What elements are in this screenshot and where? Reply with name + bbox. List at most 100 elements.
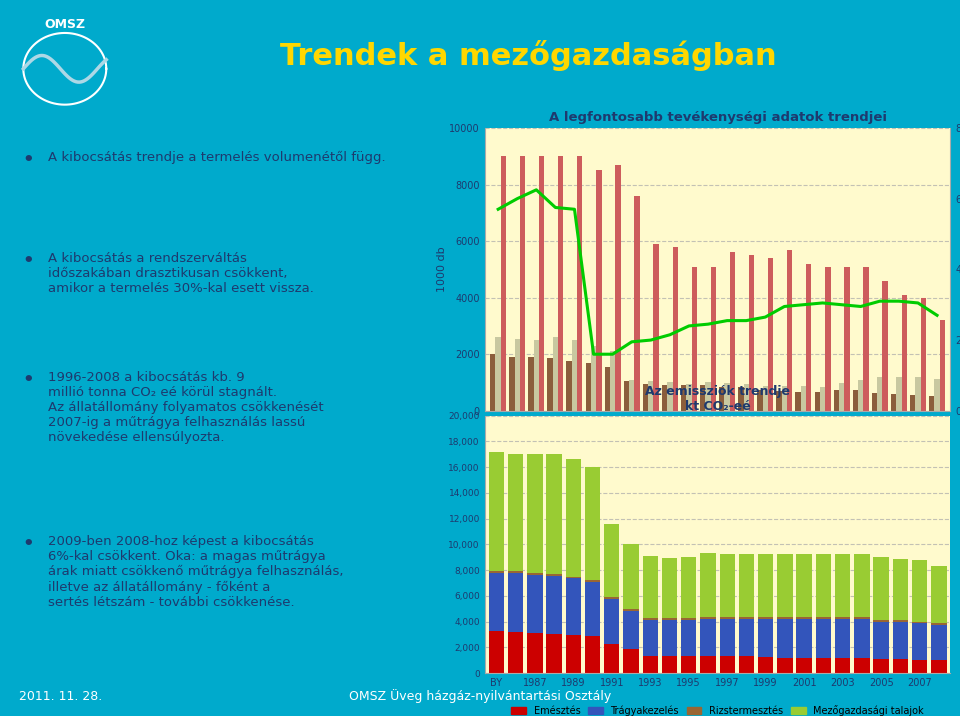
Bar <box>839 383 844 411</box>
Bar <box>489 571 504 573</box>
Bar <box>577 156 583 411</box>
Bar <box>610 352 615 411</box>
Bar <box>739 619 755 657</box>
Legend: szarvasmarha, juh, sertés, N-műtrágya felhasználás: szarvasmarha, juh, sertés, N-műtrágya fe… <box>540 438 896 457</box>
Bar <box>940 320 945 411</box>
Bar <box>758 617 774 619</box>
Bar <box>686 384 691 411</box>
Bar <box>558 156 564 411</box>
Bar <box>934 379 940 411</box>
Bar <box>929 397 934 411</box>
Bar <box>585 467 600 581</box>
Bar <box>691 266 697 411</box>
Text: OMSZ Üveg házgáz-nyilvántartási Osztály: OMSZ Üveg házgáz-nyilvántartási Osztály <box>348 690 612 703</box>
Bar <box>781 386 787 411</box>
Bar <box>720 617 735 619</box>
Bar <box>546 634 562 673</box>
Bar <box>739 617 755 619</box>
Bar <box>706 382 710 411</box>
Bar <box>489 631 504 673</box>
Bar <box>648 381 654 411</box>
Text: OMSZ: OMSZ <box>44 18 85 31</box>
Bar <box>585 637 600 673</box>
Bar <box>681 556 696 619</box>
Bar <box>778 657 793 673</box>
Bar <box>762 386 768 411</box>
Bar <box>787 250 792 411</box>
Title: A legfontosabb tevékenységi adatok trendjei: A legfontosabb tevékenységi adatok trend… <box>548 111 887 124</box>
Text: 2011. 11. 28.: 2011. 11. 28. <box>19 690 103 703</box>
Bar <box>797 617 812 619</box>
Bar <box>642 556 658 618</box>
Text: A kibocsátás trendje a termelés volumenétől függ.: A kibocsátás trendje a termelés volumené… <box>48 150 385 164</box>
Bar <box>816 619 831 658</box>
Bar <box>710 266 716 411</box>
Bar <box>797 554 812 617</box>
Bar <box>553 337 558 411</box>
Bar <box>797 657 812 673</box>
Bar <box>778 617 793 619</box>
Bar <box>700 617 715 619</box>
Bar <box>546 576 562 634</box>
Bar <box>591 346 596 411</box>
Bar <box>874 659 889 673</box>
Title: Az emissziók trendje
kt CO₂-eé: Az emissziók trendje kt CO₂-eé <box>645 385 790 413</box>
Bar <box>758 657 774 673</box>
Bar <box>673 247 678 411</box>
Bar <box>623 649 638 673</box>
Bar <box>642 656 658 673</box>
Y-axis label: 1000 db: 1000 db <box>437 246 446 292</box>
Bar <box>915 377 921 411</box>
Bar <box>797 619 812 657</box>
Bar <box>624 381 629 411</box>
Bar <box>585 582 600 637</box>
Bar <box>623 544 638 609</box>
Bar <box>643 384 648 411</box>
Bar <box>661 620 677 657</box>
Bar <box>893 619 908 621</box>
Bar <box>700 553 715 617</box>
Bar <box>806 263 811 411</box>
Bar <box>796 392 801 411</box>
Text: •: • <box>23 371 35 390</box>
Bar <box>738 387 744 411</box>
Bar <box>700 619 715 657</box>
Bar <box>546 574 562 576</box>
Bar <box>901 295 907 411</box>
Bar <box>931 660 947 673</box>
Bar <box>515 339 520 411</box>
Bar <box>720 619 735 657</box>
Bar <box>489 453 504 571</box>
Bar <box>872 393 877 411</box>
Bar <box>877 377 882 411</box>
Bar <box>586 363 591 411</box>
Bar <box>912 624 927 659</box>
Bar <box>833 390 839 411</box>
Bar <box>681 657 696 673</box>
Bar <box>863 266 869 411</box>
Bar <box>858 380 863 411</box>
Text: 2009-ben 2008-hoz képest a kibocsátás
6%-kal csökkent. Oka: a magas műtrágya
ára: 2009-ben 2008-hoz képest a kibocsátás 6%… <box>48 536 343 609</box>
Bar <box>509 357 515 411</box>
Bar <box>700 657 715 673</box>
Bar <box>508 573 523 632</box>
Bar <box>681 619 696 620</box>
Bar <box>816 617 831 619</box>
Bar <box>681 385 686 411</box>
Bar <box>801 386 806 411</box>
Bar <box>931 624 947 626</box>
Bar <box>623 609 638 611</box>
Bar <box>508 454 523 571</box>
Bar <box>912 659 927 673</box>
Bar <box>604 644 619 673</box>
Bar <box>921 298 926 411</box>
Bar <box>816 658 831 673</box>
Bar <box>835 554 851 617</box>
Bar <box>730 252 735 411</box>
Bar <box>874 619 889 621</box>
Bar <box>844 266 850 411</box>
Bar <box>528 357 534 411</box>
Bar <box>527 575 542 632</box>
Bar <box>854 554 870 617</box>
Bar <box>874 556 889 619</box>
